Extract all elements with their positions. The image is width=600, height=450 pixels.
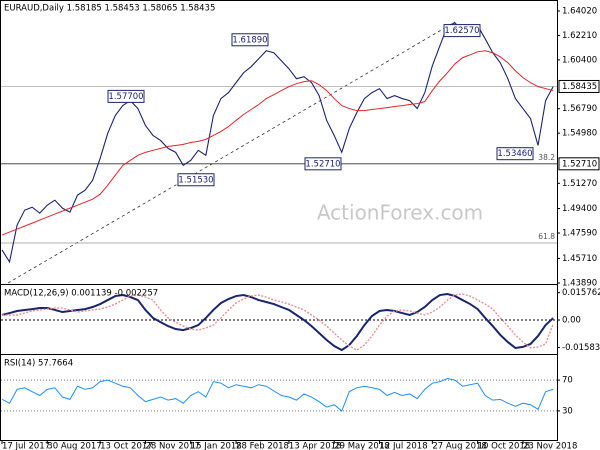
x-tick-label: 10 Oct 2018	[478, 442, 531, 450]
x-tick-label: 23 Nov 2018	[523, 442, 577, 450]
y-tick-label: 1.45710	[562, 254, 597, 264]
price-label-box	[558, 157, 600, 171]
x-tick-label: 28 Feb 2018	[236, 442, 289, 450]
watermark: ActionForex.com	[317, 201, 483, 225]
annotation-box	[231, 33, 269, 47]
y-tick-label: 1.56790	[562, 104, 597, 114]
y-tick-label: 0.00	[562, 316, 581, 326]
annotation-box	[304, 157, 342, 171]
trend-line	[7, 21, 456, 284]
annotation-label: 1.51530	[178, 175, 213, 185]
y-tick-label: 1.60400	[562, 55, 597, 65]
annotation-box	[177, 173, 215, 187]
x-tick-label: 30 Aug 2017	[47, 442, 101, 450]
y-tick-label: 70	[562, 376, 573, 386]
price-label: 1.52710	[562, 159, 597, 169]
annotation-box	[107, 89, 145, 103]
series-line	[1, 292, 554, 352]
price-label-box	[558, 79, 600, 93]
y-tick-label: 1.43890	[562, 279, 597, 289]
annotation-box	[443, 24, 481, 38]
x-tick-label: 15 Jan 2018	[191, 442, 242, 450]
y-tick-label: 1.64020	[562, 6, 597, 16]
panel-title: MACD(12,26,9) 0.001139 -0.002257	[4, 289, 158, 299]
x-tick-label: 13 Oct 2017	[100, 442, 153, 450]
x-tick-label: 17 Jul 2017	[2, 442, 50, 450]
annotation-label: 1.53460	[497, 149, 532, 159]
annotation-label: 1.52710	[305, 159, 340, 169]
series-line	[1, 378, 554, 412]
x-tick-label: 28 Nov 2017	[145, 442, 199, 450]
x-tick-label: 13 Apr 2018	[289, 442, 342, 450]
fib-label: 38.2	[538, 153, 555, 162]
y-tick-label: 1.49400	[562, 204, 597, 214]
price-label: 1.58435	[562, 82, 597, 92]
rsi-panel-frame	[0, 354, 558, 441]
y-tick-label: 1.47590	[562, 229, 597, 239]
y-tick-label: 1.54980	[562, 129, 597, 139]
fib-label: 61.8	[538, 232, 555, 241]
y-tick-label: 1.62210	[562, 31, 597, 41]
y-tick-label: 30	[562, 406, 573, 416]
annotation-label: 1.61890	[232, 35, 267, 45]
x-tick-label: 29 May 2018	[334, 442, 389, 450]
x-tick-label: 12 Jul 2018	[380, 442, 428, 450]
panel-title: RSI(14) 57.7664	[4, 359, 73, 369]
panel-title: EURAUD,Daily 1.58185 1.58453 1.58065 1.5…	[4, 4, 215, 14]
series-line	[1, 50, 554, 236]
y-tick-label: 1.51270	[562, 179, 597, 189]
x-tick-label: 27 Aug 2018	[432, 442, 486, 450]
y-tick-label: 0.015762	[562, 288, 600, 298]
annotation-label: 1.57700	[108, 92, 143, 102]
annotation-label: 1.62570	[444, 26, 479, 36]
y-tick-label: -0.015834	[562, 343, 600, 353]
annotation-box	[496, 147, 534, 161]
